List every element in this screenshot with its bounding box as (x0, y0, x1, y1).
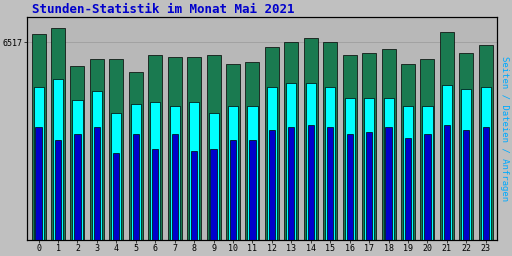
Bar (288, 127, 294, 240)
Bar (383, 98, 394, 240)
Bar (35, 127, 41, 240)
Bar (169, 106, 180, 240)
Bar (444, 125, 450, 240)
Bar (483, 127, 489, 240)
Bar (187, 57, 201, 240)
Bar (206, 55, 221, 240)
Bar (343, 55, 357, 240)
Bar (269, 130, 275, 240)
Bar (249, 140, 255, 240)
Bar (347, 134, 353, 240)
Bar (463, 130, 470, 240)
Bar (172, 134, 178, 240)
Bar (247, 106, 258, 240)
Bar (131, 104, 141, 240)
Bar (230, 140, 236, 240)
Bar (345, 98, 355, 240)
Bar (150, 102, 160, 240)
Bar (51, 28, 65, 240)
Bar (94, 127, 100, 240)
Bar (245, 61, 260, 240)
Bar (386, 127, 392, 240)
Bar (440, 32, 454, 240)
Bar (226, 64, 240, 240)
Bar (267, 87, 277, 240)
Bar (133, 134, 139, 240)
Bar (323, 42, 337, 240)
Bar (422, 106, 433, 240)
Bar (366, 132, 372, 240)
Bar (479, 45, 493, 240)
Bar (325, 87, 335, 240)
Bar (461, 89, 472, 240)
Bar (72, 100, 82, 240)
Bar (71, 66, 84, 240)
Bar (148, 55, 162, 240)
Bar (74, 134, 80, 240)
Bar (53, 79, 63, 240)
Bar (168, 57, 182, 240)
Bar (327, 127, 333, 240)
Bar (481, 87, 491, 240)
Bar (55, 140, 61, 240)
Bar (34, 87, 44, 240)
Bar (405, 138, 411, 240)
Bar (362, 53, 376, 240)
Bar (381, 49, 396, 240)
Y-axis label: Seiten / Dateien / Anfragen: Seiten / Dateien / Anfragen (500, 56, 509, 201)
Bar (265, 47, 279, 240)
Bar (113, 153, 119, 240)
Bar (92, 91, 102, 240)
Bar (208, 113, 219, 240)
Bar (403, 106, 413, 240)
Bar (306, 83, 316, 240)
Bar (420, 59, 435, 240)
Text: Stunden-Statistik im Monat Mai 2021: Stunden-Statistik im Monat Mai 2021 (32, 3, 294, 16)
Bar (32, 34, 46, 240)
Bar (304, 38, 318, 240)
Bar (210, 149, 217, 240)
Bar (284, 42, 298, 240)
Bar (401, 64, 415, 240)
Bar (90, 59, 104, 240)
Bar (152, 149, 158, 240)
Bar (129, 72, 143, 240)
Bar (364, 98, 374, 240)
Bar (110, 59, 123, 240)
Bar (308, 125, 314, 240)
Bar (424, 134, 431, 240)
Bar (286, 83, 296, 240)
Bar (459, 53, 473, 240)
Bar (111, 113, 121, 240)
Bar (228, 106, 238, 240)
Bar (189, 102, 199, 240)
Bar (442, 85, 452, 240)
Bar (191, 151, 197, 240)
